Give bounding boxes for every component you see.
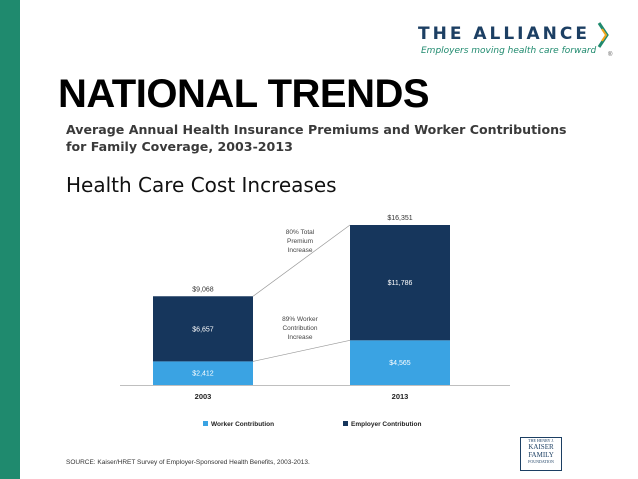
total-label-2013: $16,351 bbox=[387, 215, 412, 222]
logo-title: THE ALLIANCE bbox=[418, 24, 590, 44]
side-accent-bar bbox=[0, 0, 20, 479]
category-label-2003: 2003 bbox=[195, 392, 212, 401]
annotation-line: Increase bbox=[288, 247, 313, 254]
chevron-icon bbox=[597, 22, 609, 48]
alliance-logo: THE ALLIANCE Employers moving health car… bbox=[418, 22, 623, 64]
total-increase-connector bbox=[252, 224, 351, 297]
section-title: Health Care Cost Increases bbox=[66, 173, 337, 197]
page-title: NATIONAL TRENDS bbox=[58, 72, 430, 116]
bar-segment-worker-2013 bbox=[350, 340, 450, 385]
annotation-line: 80% Total bbox=[286, 229, 315, 236]
legend-swatch-employer bbox=[343, 421, 348, 426]
kff-line-1: THE HENRY J. bbox=[528, 438, 554, 443]
kff-line-2: KAISER bbox=[528, 443, 554, 451]
kaiser-family-foundation-logo: THE HENRY J. KAISER FAMILY FOUNDATION bbox=[520, 437, 562, 471]
annotation-total-premium-increase: 80% Total Premium Increase bbox=[286, 229, 315, 254]
legend-label-worker: Worker Contribution bbox=[211, 421, 274, 428]
data-label-employer-2003: $6,657 bbox=[192, 326, 214, 333]
worker-increase-connector bbox=[252, 339, 351, 362]
chart-subtitle: Average Annual Health Insurance Premiums… bbox=[66, 122, 567, 154]
annotation-line: Premium bbox=[287, 238, 313, 245]
category-label-2013: 2013 bbox=[392, 392, 409, 401]
data-label-worker-2013: $4,565 bbox=[389, 360, 411, 367]
kff-line-3: FAMILY bbox=[528, 451, 554, 459]
annotation-line: Contribution bbox=[282, 325, 317, 332]
bar-segment-employer-2013 bbox=[350, 225, 450, 341]
annotation-line: Increase bbox=[288, 334, 313, 341]
data-label-employer-2013: $11,786 bbox=[388, 280, 413, 287]
data-label-worker-2003: $2,412 bbox=[192, 371, 214, 378]
bar-segment-worker-2003 bbox=[153, 361, 253, 385]
logo-tagline: Employers moving health care forward bbox=[421, 46, 597, 56]
legend-swatch-worker bbox=[203, 421, 208, 426]
source-note: SOURCE: Kaiser/HRET Survey of Employer-S… bbox=[66, 459, 310, 466]
annotation-worker-contribution-increase: 89% Worker Contribution Increase bbox=[282, 316, 318, 341]
legend-label-employer: Employer Contribution bbox=[351, 421, 421, 428]
total-label-2003: $9,068 bbox=[192, 286, 214, 293]
stacked-bar-chart: $2,412 $6,657 $9,068 2003 $4,565 $11,786 $16,3… bbox=[120, 215, 510, 428]
registered-mark: ® bbox=[608, 52, 613, 58]
kff-line-4: FOUNDATION bbox=[528, 459, 554, 464]
bar-segment-employer-2003 bbox=[153, 296, 253, 362]
annotation-line: 89% Worker bbox=[282, 316, 318, 323]
